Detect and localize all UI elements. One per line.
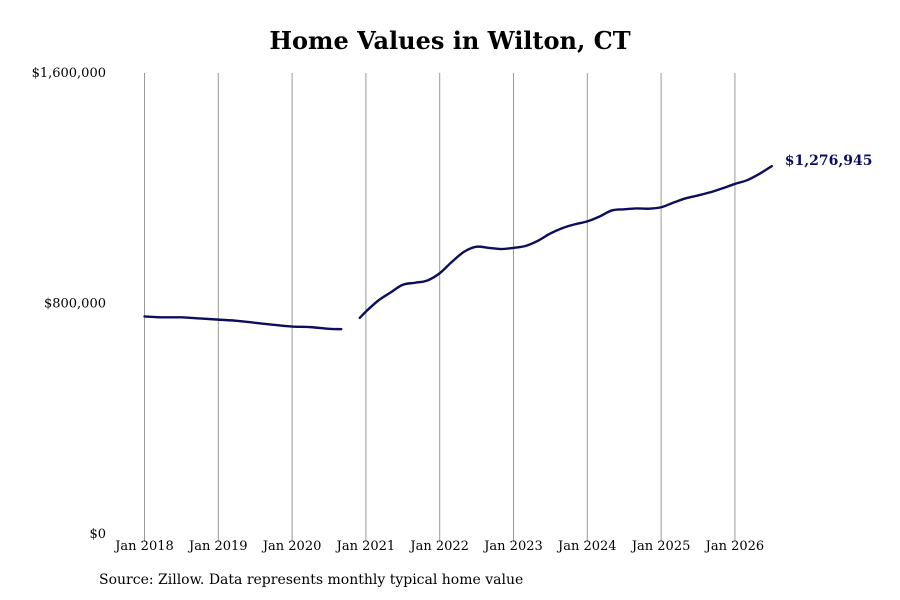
x-tick-label: Jan 2026 (704, 539, 765, 554)
x-tick-label: Jan 2021 (335, 539, 396, 554)
y-axis-labels: $0 $800,000 $1,600,000 (32, 66, 106, 542)
grid-lines (144, 73, 736, 542)
x-tick-label: Jan 2024 (556, 539, 617, 554)
series-lines (143, 164, 773, 331)
x-tick-label: Jan 2019 (187, 539, 248, 554)
end-value-label: $1,276,945 (785, 153, 873, 169)
x-tick-label: Jan 2023 (482, 539, 543, 554)
series-line-segment (143, 315, 343, 331)
x-tick-label: Jan 2022 (408, 539, 469, 554)
y-tick-label: $800,000 (44, 297, 106, 312)
series-line-segment (358, 164, 773, 320)
y-tick-label: $0 (89, 527, 106, 542)
chart-title: Home Values in Wilton, CT (269, 26, 631, 55)
x-axis-labels: Jan 2018 Jan 2019 Jan 2020 Jan 2021 Jan 2022… (113, 539, 764, 554)
y-tick-label: $1,600,000 (32, 66, 106, 81)
source-note: Source: Zillow. Data represents monthly … (99, 572, 524, 588)
x-tick-label: Jan 2018 (113, 539, 174, 554)
x-tick-label: Jan 2020 (261, 539, 322, 554)
x-tick-label: Jan 2025 (630, 539, 691, 554)
